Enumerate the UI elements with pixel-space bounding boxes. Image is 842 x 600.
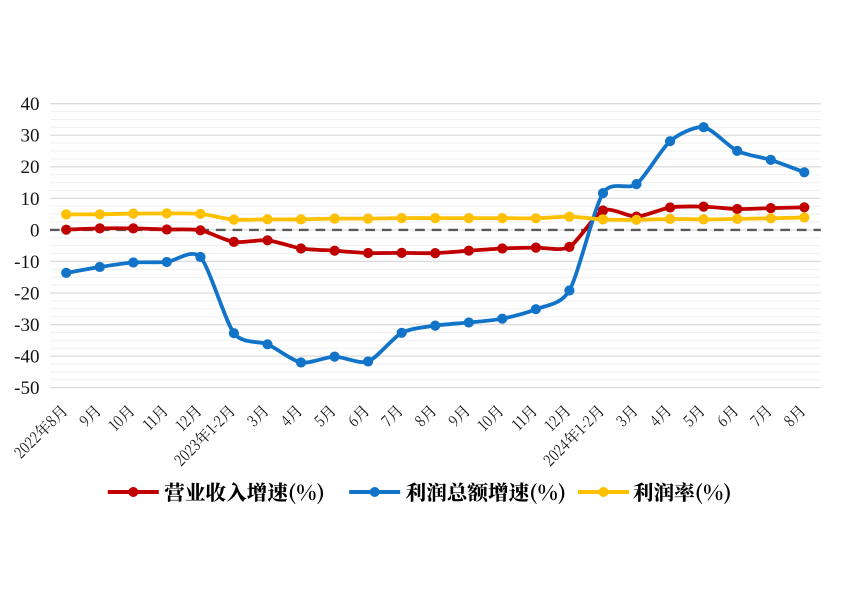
svg-text:10: 10: [21, 189, 40, 210]
svg-text:-30: -30: [14, 315, 39, 336]
svg-text:0: 0: [30, 220, 40, 241]
svg-text:20: 20: [21, 157, 40, 178]
svg-text:-50: -50: [14, 378, 39, 399]
svg-text:-10: -10: [14, 252, 39, 273]
svg-text:-20: -20: [14, 283, 39, 304]
svg-text:-40: -40: [14, 347, 39, 368]
svg-text:30: 30: [21, 126, 40, 147]
svg-text:40: 40: [21, 94, 40, 115]
